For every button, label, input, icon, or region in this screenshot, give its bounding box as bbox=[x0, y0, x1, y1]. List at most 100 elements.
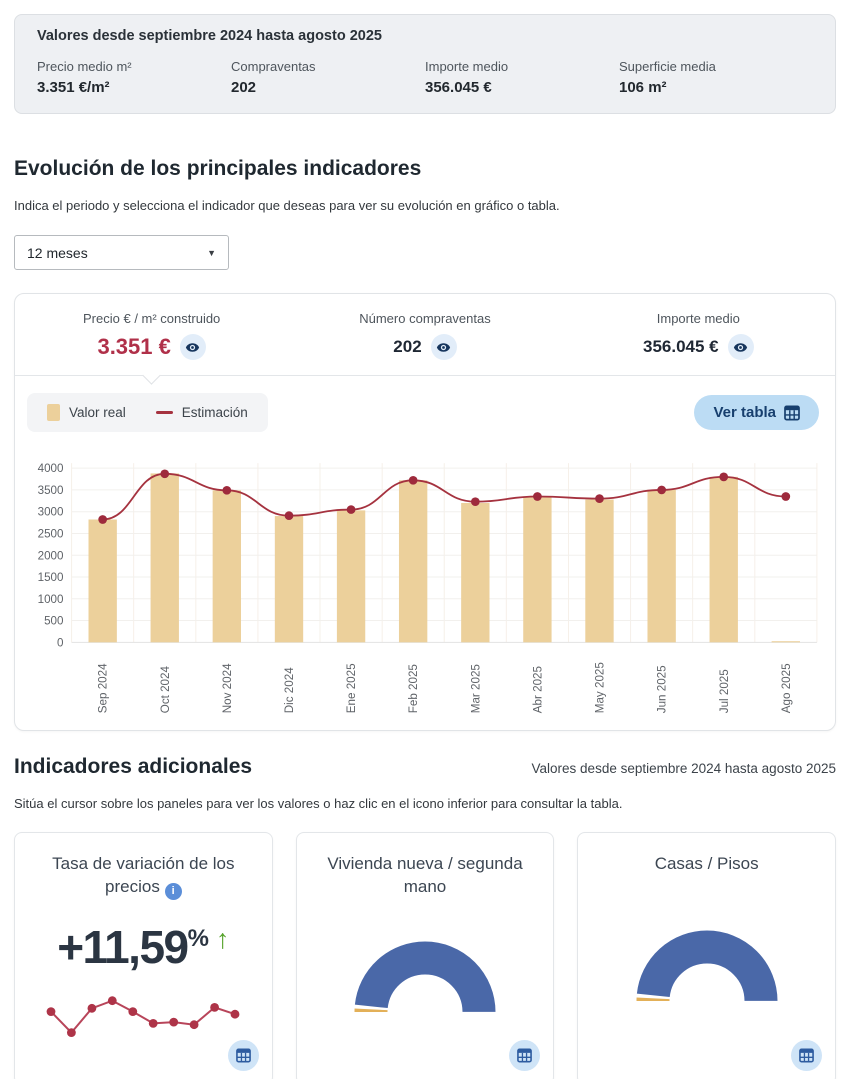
svg-text:2500: 2500 bbox=[38, 528, 64, 541]
legend-valor-real: Valor real bbox=[47, 404, 126, 421]
eye-icon[interactable] bbox=[727, 334, 754, 360]
stat-value: 356.045 € bbox=[425, 79, 492, 96]
svg-text:500: 500 bbox=[44, 615, 64, 628]
tab-divider bbox=[15, 366, 835, 385]
svg-text:3000: 3000 bbox=[38, 506, 64, 519]
svg-text:0: 0 bbox=[57, 636, 64, 649]
stat-superficie-media: Superficie media 106 m² bbox=[619, 59, 813, 96]
indicator-value: 3.351 € bbox=[97, 334, 171, 359]
card-title: Tasa de variación de los precios bbox=[31, 853, 256, 901]
indicator-value: 202 bbox=[393, 337, 422, 356]
additional-description: Sitúa el cursor sobre los paneles para v… bbox=[14, 796, 623, 812]
stat-value: 106 m² bbox=[619, 79, 667, 96]
trend-up-icon: ↑ bbox=[215, 924, 230, 955]
additional-section: Indicadores adicionales Valores desde se… bbox=[14, 755, 836, 1079]
period-select[interactable]: 12 meses ▼ bbox=[14, 235, 229, 270]
svg-text:3500: 3500 bbox=[38, 484, 64, 497]
svg-text:Nov 2024: Nov 2024 bbox=[221, 663, 234, 713]
table-view-button[interactable] bbox=[790, 1040, 822, 1072]
legend-estimacion: Estimación bbox=[155, 405, 248, 420]
svg-text:Jun 2025: Jun 2025 bbox=[656, 665, 669, 713]
indicator-value: 356.045 € bbox=[643, 337, 719, 356]
card-vivienda-nueva-segunda-mano[interactable]: Vivienda nueva / segunda mano bbox=[295, 832, 555, 1079]
svg-text:Ene 2025: Ene 2025 bbox=[345, 663, 358, 713]
table-icon bbox=[517, 1048, 533, 1063]
evolution-section: Evolución de los principales indicadores… bbox=[14, 157, 836, 732]
svg-text:Ago 2025: Ago 2025 bbox=[780, 663, 793, 713]
svg-text:Sep 2024: Sep 2024 bbox=[97, 663, 110, 713]
legend-label: Valor real bbox=[69, 405, 126, 420]
ver-tabla-label: Ver tabla bbox=[713, 404, 776, 421]
bar-swatch-icon bbox=[47, 404, 60, 421]
indicator-tabs: Precio € / m² construido 3.351 € Número … bbox=[15, 294, 835, 375]
gauge-chart bbox=[636, 930, 778, 1002]
indicator-label: Precio € / m² construido bbox=[83, 311, 221, 326]
summary-title: Valores desde septiembre 2024 hasta agos… bbox=[37, 28, 382, 44]
page-title-additional: Indicadores adicionales bbox=[14, 755, 253, 779]
stat-label: Precio medio m² bbox=[37, 59, 132, 74]
additional-note: Valores desde septiembre 2024 hasta agos… bbox=[531, 761, 836, 777]
table-view-button[interactable] bbox=[227, 1040, 259, 1072]
gauge-chart bbox=[354, 941, 496, 1014]
sparkline-chart bbox=[46, 996, 240, 1038]
tab-importe-medio[interactable]: Importe medio 356.045 € bbox=[562, 311, 835, 360]
variation-value: +11,59 bbox=[57, 921, 189, 974]
stat-importe-medio: Importe medio 356.045 € bbox=[425, 59, 619, 96]
card-tasa-variacion[interactable]: Tasa de variación de los precios +11,59 … bbox=[14, 832, 273, 1079]
table-icon bbox=[235, 1048, 251, 1063]
stat-label: Importe medio bbox=[425, 59, 509, 74]
tab-precio-m2[interactable]: Precio € / m² construido 3.351 € bbox=[15, 311, 288, 360]
card-title-text: Tasa de variación de los precios bbox=[52, 854, 235, 897]
svg-text:4000: 4000 bbox=[38, 462, 64, 475]
svg-text:Feb 2025: Feb 2025 bbox=[407, 664, 420, 713]
table-view-button[interactable] bbox=[509, 1040, 541, 1072]
svg-text:May 2025: May 2025 bbox=[594, 662, 607, 713]
chart-legend: Valor real Estimación bbox=[27, 393, 268, 432]
svg-text:1000: 1000 bbox=[38, 593, 64, 606]
evolution-chart-card: Precio € / m² construido 3.351 € Número … bbox=[14, 293, 836, 732]
line-swatch-icon bbox=[155, 411, 173, 414]
legend-row: Valor real Estimación Ver tabla bbox=[15, 376, 835, 442]
card-title: Vivienda nueva / segunda mano bbox=[327, 854, 523, 897]
svg-text:Oct 2024: Oct 2024 bbox=[159, 666, 172, 714]
bar-line-chart: 0 500 1000 1500 2000 2500 3000 3500 4000 Sep 2024… bbox=[38, 462, 818, 714]
main-chart-area: 0 500 1000 1500 2000 2500 3000 3500 4000 Sep 2024… bbox=[15, 442, 835, 730]
tab-numero-compraventas[interactable]: Número compraventas 202 bbox=[288, 311, 561, 360]
svg-text:Dic 2024: Dic 2024 bbox=[283, 667, 296, 713]
indicator-label: Importe medio bbox=[656, 311, 740, 326]
table-icon bbox=[784, 405, 800, 420]
svg-text:Jul 2025: Jul 2025 bbox=[718, 669, 731, 713]
sparkline-wrap bbox=[41, 986, 245, 1051]
stat-precio-medio: Precio medio m² 3.351 €/m² bbox=[37, 59, 231, 96]
card-title: Casas / Pisos bbox=[654, 854, 759, 874]
page-title-evolution: Evolución de los principales indicadores bbox=[14, 157, 422, 180]
svg-text:Mar 2025: Mar 2025 bbox=[469, 664, 482, 713]
stat-label: Superficie media bbox=[619, 59, 716, 74]
gauge-wrap bbox=[622, 876, 792, 1070]
legend-label: Estimación bbox=[181, 405, 248, 420]
gauge-wrap bbox=[340, 899, 510, 1070]
table-icon bbox=[799, 1048, 814, 1063]
summary-panel: Valores desde septiembre 2024 hasta agos… bbox=[14, 14, 836, 114]
ver-tabla-button[interactable]: Ver tabla bbox=[694, 395, 819, 430]
variation-percent-sign: % bbox=[187, 925, 209, 953]
eye-icon[interactable] bbox=[430, 334, 457, 360]
card-casas-pisos[interactable]: Casas / Pisos bbox=[577, 832, 836, 1079]
stat-label: Compraventas bbox=[231, 59, 316, 74]
svg-text:2000: 2000 bbox=[38, 549, 64, 562]
indicator-cards: Tasa de variación de los precios +11,59 … bbox=[14, 832, 836, 1079]
stat-value: 202 bbox=[231, 79, 257, 96]
svg-text:1500: 1500 bbox=[38, 571, 64, 584]
svg-text:Abr 2025: Abr 2025 bbox=[531, 666, 544, 713]
summary-stats: Precio medio m² 3.351 €/m² Compraventas … bbox=[37, 59, 813, 96]
stat-compraventas: Compraventas 202 bbox=[231, 59, 425, 96]
variation-value-row: +11,59 % ↑ bbox=[57, 924, 229, 970]
indicator-label: Número compraventas bbox=[359, 311, 491, 326]
eye-icon[interactable] bbox=[179, 334, 206, 360]
stat-value: 3.351 €/m² bbox=[37, 79, 110, 96]
period-select-value: 12 meses bbox=[27, 244, 88, 261]
info-icon[interactable] bbox=[164, 883, 182, 901]
evolution-description: Indica el periodo y selecciona el indica… bbox=[14, 198, 560, 213]
chevron-down-icon: ▼ bbox=[207, 247, 216, 258]
